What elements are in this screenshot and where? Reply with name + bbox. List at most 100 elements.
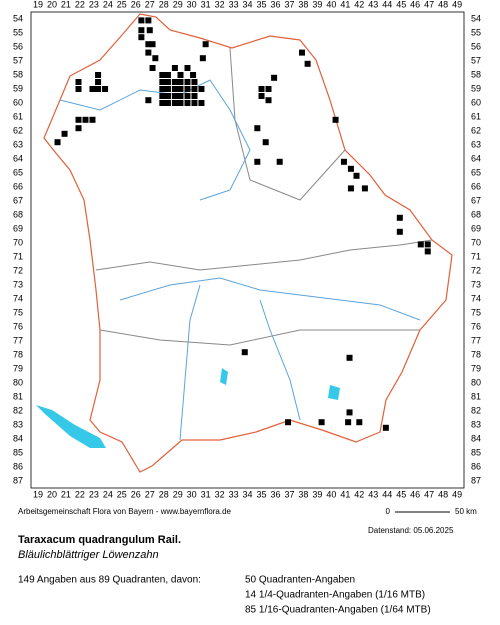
occurrence [184,93,191,99]
subtitle: Bläulichblättriger Löwenzahn [18,549,159,561]
column-label: 39 [312,489,322,499]
occurrence [361,185,368,192]
occurrence [138,17,145,24]
row-label: 62 [471,125,481,135]
occurrence [254,125,261,132]
occurrence [149,41,156,48]
row-label: 60 [13,97,23,107]
occurrence [164,86,171,92]
district-border [95,239,433,271]
row-label: 60 [471,97,481,107]
occurrence [138,34,145,41]
occurrence [262,139,269,146]
column-label: 48 [438,0,448,9]
occurrence [171,93,178,99]
row-label: 81 [471,391,481,401]
column-label: 43 [368,489,378,499]
occurrence [75,86,82,92]
row-label: 73 [471,279,481,289]
occurrence [191,86,198,92]
occurrence [241,349,248,356]
occurrence [265,86,272,92]
row-label: 80 [13,377,23,387]
column-label: 26 [131,0,141,9]
occurrence [184,86,191,92]
occurrence [424,241,431,248]
row-label: 82 [13,405,23,415]
occurrence [276,158,283,165]
column-label: 30 [187,489,197,499]
occurrence [171,65,178,71]
occurrence [202,41,209,48]
occurrence [177,79,184,85]
column-label: 21 [61,489,71,499]
river [119,277,421,321]
lake [220,368,228,385]
row-label: 62 [13,125,23,135]
row-label: 78 [471,349,481,359]
occurrence [356,419,363,426]
column-label: 36 [270,489,280,499]
occurrence [191,79,198,85]
occurrence [258,86,265,92]
occurrence [145,97,152,104]
occurrence [299,49,306,56]
column-label: 47 [424,489,434,499]
occurrence [191,93,198,99]
occurrence [254,158,261,165]
occurrence [82,116,89,123]
column-label: 41 [340,0,350,9]
occurrence [146,27,153,34]
column-label: 46 [410,489,420,499]
column-label: 23 [89,0,99,9]
occurrence [184,79,191,85]
row-label: 77 [13,335,23,345]
row-label: 61 [471,111,481,121]
scale-end: 50 km [455,507,477,516]
row-label: 67 [471,195,481,205]
occurrence [164,72,171,78]
column-label: 47 [424,0,434,9]
column-label: 43 [368,0,378,9]
row-label: 56 [471,41,481,51]
column-label: 49 [452,489,462,499]
state-outline [43,13,453,473]
column-label: 38 [298,489,308,499]
occurrence [396,214,403,221]
column-label: 19 [33,0,43,9]
occurrence [332,116,339,123]
column-label: 39 [312,0,322,9]
row-label: 84 [13,433,23,443]
column-label: 33 [229,489,239,499]
row-label: 83 [471,419,481,429]
date: Datenstand: 05.06.2025 [368,526,454,535]
occurrence [184,65,191,71]
occurrence [164,79,171,85]
column-label: 34 [243,0,253,9]
row-label: 71 [13,251,23,261]
occurrence [347,185,354,192]
occurrence [75,116,82,123]
occurrence [424,248,431,255]
row-label: 86 [13,461,23,471]
row-label: 71 [471,251,481,261]
occurrence [318,419,325,426]
occurrence [159,93,166,99]
column-label: 20 [47,489,57,499]
column-label: 27 [145,0,155,9]
row-label: 57 [471,55,481,65]
column-label: 23 [89,489,99,499]
row-label: 79 [471,363,481,373]
occurrence [145,49,152,56]
column-label: 26 [131,489,141,499]
column-label: 22 [75,0,85,9]
row-label: 79 [13,363,23,373]
row-label: 65 [471,167,481,177]
occurrence [199,55,206,62]
row-label: 77 [471,335,481,345]
column-label: 40 [326,0,336,9]
column-label: 22 [75,489,85,499]
row-label: 66 [13,181,23,191]
row-label: 85 [471,447,481,457]
occurrence [89,86,96,92]
